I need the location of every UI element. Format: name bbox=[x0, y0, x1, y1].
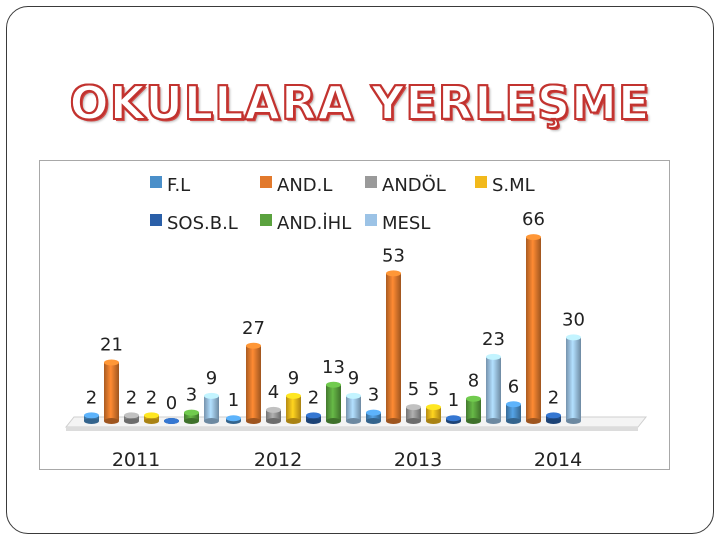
bar-ANDL-2013 bbox=[386, 270, 401, 424]
bar-ANDHL-2012 bbox=[326, 381, 341, 424]
data-label-FL-2012: 1 bbox=[228, 390, 239, 411]
data-label-MESL-2014: 30 bbox=[562, 309, 585, 330]
legend-label-4: SOS.B.L bbox=[167, 213, 238, 234]
data-label-ANDHL-2013: 8 bbox=[468, 371, 479, 392]
bar-FL-2014 bbox=[506, 401, 521, 424]
bar-SML-2011 bbox=[144, 412, 159, 424]
bar-MESL-2013 bbox=[486, 353, 501, 424]
data-label-ANDL-2012: 27 bbox=[242, 318, 265, 339]
chart-area: F.L AND.L ANDÖL S.ML SOS.B.L AND.İHL MESL 2 21 2 2… bbox=[39, 160, 670, 471]
bar-ANDL-2011 bbox=[124, 412, 139, 424]
bar-SOSBL-2012 bbox=[306, 412, 321, 424]
legend-swatch-6 bbox=[365, 214, 377, 226]
legend-label-6: MESL bbox=[382, 213, 430, 234]
category-label-2012: 2012 bbox=[254, 449, 302, 471]
legend-swatch-4 bbox=[150, 214, 162, 226]
bar-SML-2013 bbox=[426, 404, 441, 424]
data-label-SOSBL-2013: 1 bbox=[448, 390, 459, 411]
bar-ANDL-2012 bbox=[246, 342, 261, 424]
legend-label-2: ANDÖL bbox=[382, 174, 446, 196]
legend-swatch-2 bbox=[365, 176, 377, 188]
bar-ANDHL-2013 bbox=[466, 395, 481, 424]
bar-SOSBL-2013 bbox=[446, 415, 461, 424]
legend-label-3: S.ML bbox=[492, 175, 535, 196]
legend-label-1: AND.L bbox=[277, 175, 332, 196]
data-label-SML-2012: 9 bbox=[288, 368, 299, 389]
data-label-SOSBL-2014: 2 bbox=[548, 387, 559, 408]
data-label-ANDL-2013: 5 bbox=[408, 379, 419, 400]
data-label-FL-2014: 6 bbox=[508, 376, 519, 397]
legend-swatch-5 bbox=[260, 214, 272, 226]
data-label-ANDHL-2011: 3 bbox=[186, 385, 197, 406]
legend-swatch-0 bbox=[150, 176, 162, 188]
bar-ANDL-2014 bbox=[526, 234, 541, 424]
data-label-ANDL-2014: 66 bbox=[522, 209, 545, 230]
data-label-ANDL-2013: 53 bbox=[382, 245, 405, 266]
data-label-FL-2013: 3 bbox=[368, 385, 379, 406]
legend-label-0: F.L bbox=[167, 175, 190, 196]
chart-floor-edge bbox=[66, 427, 638, 431]
data-label-ANDL-2012: 4 bbox=[268, 382, 279, 403]
bar-FL-2012 bbox=[226, 415, 241, 424]
bar-ANDL-2011 bbox=[104, 359, 119, 424]
data-label-ANDHL-2012: 13 bbox=[322, 357, 345, 378]
bar-FL-2013 bbox=[366, 409, 381, 424]
bar-SOSBL-2014 bbox=[546, 412, 561, 424]
bar-FL-2011 bbox=[84, 412, 99, 424]
category-label-2014: 2014 bbox=[534, 449, 582, 471]
slide-title: OKULLARA YERLEŞME bbox=[69, 75, 651, 131]
bar-MESL-2012 bbox=[346, 392, 361, 424]
data-label-SML-2013: 5 bbox=[428, 379, 439, 400]
bar-SML-2012 bbox=[286, 392, 301, 424]
data-label-SOSBL-2012: 2 bbox=[308, 387, 319, 408]
legend-label-5: AND.İHL bbox=[277, 213, 351, 234]
legend-swatch-1 bbox=[260, 176, 272, 188]
bar-SOSBL-2011 bbox=[164, 418, 179, 424]
data-label-MESL-2013: 23 bbox=[482, 329, 505, 350]
bar-ANDHL-2011 bbox=[184, 409, 199, 424]
bar-MESL-2011 bbox=[204, 392, 219, 424]
data-label-MESL-2011: 9 bbox=[206, 368, 217, 389]
data-label-ANDL-2011: 2 bbox=[126, 387, 137, 408]
data-label-SML-2011: 2 bbox=[146, 387, 157, 408]
data-label-ANDL-2011: 21 bbox=[100, 335, 123, 356]
category-label-2013: 2013 bbox=[394, 449, 442, 471]
category-label-2011: 2011 bbox=[112, 449, 160, 471]
bar-ANDL-2012 bbox=[266, 406, 281, 424]
data-label-FL-2011: 2 bbox=[86, 387, 97, 408]
bar-MESL-2014 bbox=[566, 334, 581, 424]
data-label-SOSBL-2011: 0 bbox=[166, 393, 177, 414]
legend-swatch-3 bbox=[475, 176, 487, 188]
data-label-MESL-2012: 9 bbox=[348, 368, 359, 389]
bar-ANDL-2013 bbox=[406, 404, 421, 424]
